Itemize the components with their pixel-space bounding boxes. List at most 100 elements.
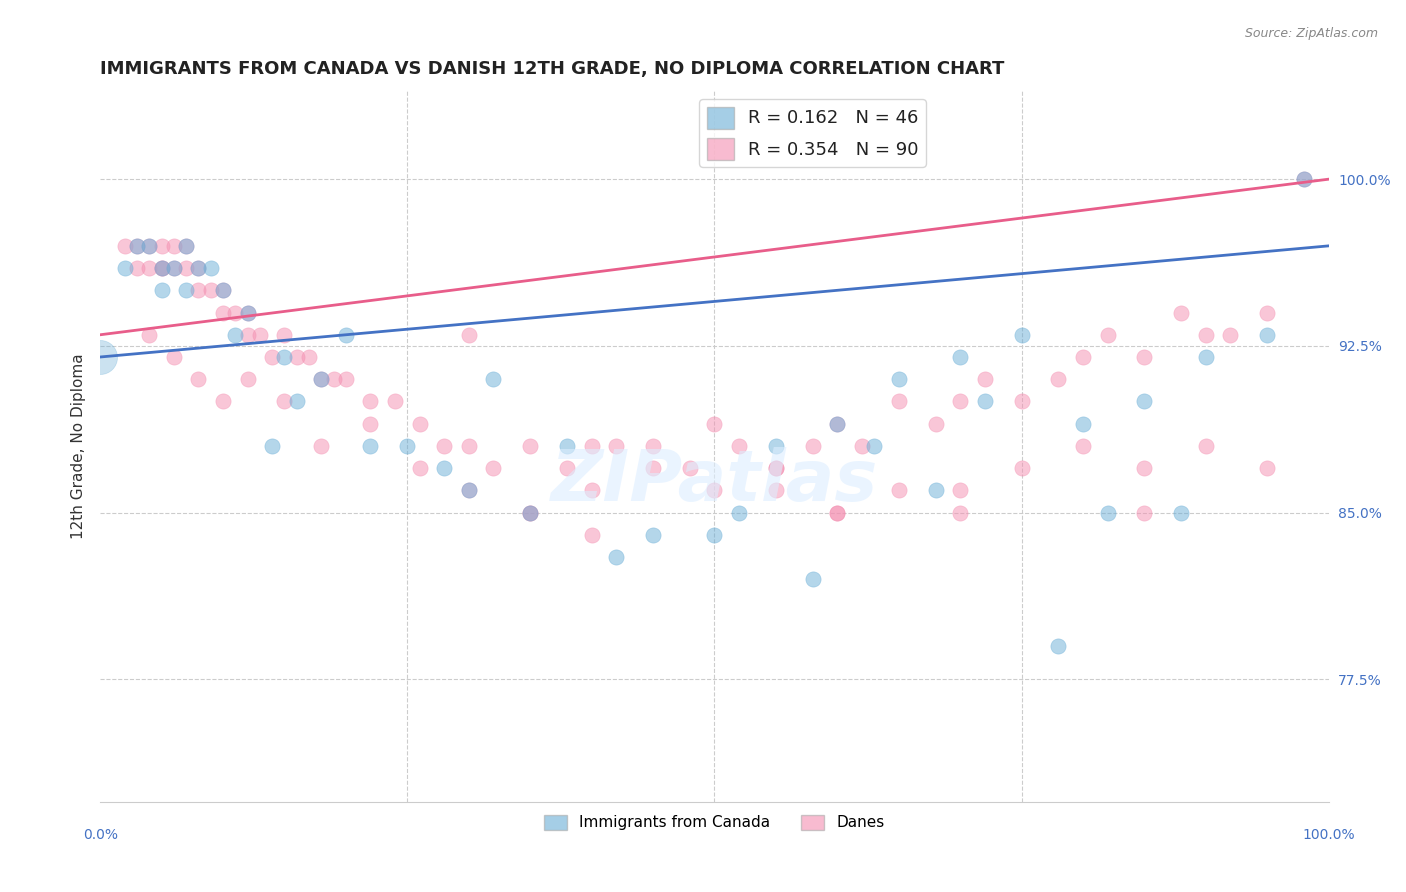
Point bbox=[433, 439, 456, 453]
Point bbox=[163, 350, 186, 364]
Point bbox=[322, 372, 344, 386]
Point bbox=[825, 506, 848, 520]
Point bbox=[519, 506, 541, 520]
Point bbox=[359, 417, 381, 431]
Point bbox=[1256, 305, 1278, 319]
Point bbox=[1256, 327, 1278, 342]
Point bbox=[555, 439, 578, 453]
Point bbox=[1071, 350, 1094, 364]
Point bbox=[887, 483, 910, 498]
Point bbox=[298, 350, 321, 364]
Point bbox=[1071, 417, 1094, 431]
Point bbox=[273, 350, 295, 364]
Point bbox=[457, 327, 479, 342]
Point bbox=[224, 327, 246, 342]
Point bbox=[249, 327, 271, 342]
Point bbox=[114, 239, 136, 253]
Point bbox=[1195, 350, 1218, 364]
Point bbox=[728, 506, 751, 520]
Point bbox=[273, 327, 295, 342]
Point bbox=[262, 350, 284, 364]
Point bbox=[679, 461, 702, 475]
Text: 0.0%: 0.0% bbox=[83, 829, 118, 842]
Point bbox=[125, 261, 148, 276]
Point bbox=[433, 461, 456, 475]
Point bbox=[150, 261, 173, 276]
Point bbox=[1294, 172, 1316, 186]
Point bbox=[765, 439, 787, 453]
Point bbox=[187, 261, 209, 276]
Legend: Immigrants from Canada, Danes: Immigrants from Canada, Danes bbox=[538, 808, 890, 837]
Point bbox=[224, 305, 246, 319]
Point bbox=[138, 239, 160, 253]
Point bbox=[89, 350, 111, 364]
Point bbox=[200, 283, 222, 297]
Point bbox=[335, 372, 357, 386]
Point bbox=[1011, 394, 1033, 409]
Point bbox=[949, 394, 972, 409]
Point bbox=[973, 394, 995, 409]
Point bbox=[519, 439, 541, 453]
Point bbox=[212, 394, 235, 409]
Point bbox=[973, 372, 995, 386]
Point bbox=[949, 506, 972, 520]
Point bbox=[359, 439, 381, 453]
Point bbox=[519, 506, 541, 520]
Point bbox=[641, 461, 664, 475]
Point bbox=[138, 239, 160, 253]
Point bbox=[408, 461, 430, 475]
Point bbox=[163, 261, 186, 276]
Point bbox=[1219, 327, 1241, 342]
Point bbox=[887, 394, 910, 409]
Point bbox=[212, 305, 235, 319]
Point bbox=[482, 461, 505, 475]
Point bbox=[335, 327, 357, 342]
Point bbox=[1097, 327, 1119, 342]
Point bbox=[273, 394, 295, 409]
Point bbox=[1133, 394, 1156, 409]
Point bbox=[138, 327, 160, 342]
Point bbox=[703, 483, 725, 498]
Point bbox=[1133, 506, 1156, 520]
Point bbox=[114, 261, 136, 276]
Point bbox=[309, 439, 332, 453]
Point bbox=[285, 350, 308, 364]
Point bbox=[887, 372, 910, 386]
Text: IMMIGRANTS FROM CANADA VS DANISH 12TH GRADE, NO DIPLOMA CORRELATION CHART: IMMIGRANTS FROM CANADA VS DANISH 12TH GR… bbox=[100, 60, 1004, 78]
Point bbox=[581, 439, 603, 453]
Point bbox=[236, 327, 259, 342]
Point bbox=[949, 483, 972, 498]
Point bbox=[457, 483, 479, 498]
Point bbox=[150, 261, 173, 276]
Text: Source: ZipAtlas.com: Source: ZipAtlas.com bbox=[1244, 27, 1378, 40]
Point bbox=[801, 439, 824, 453]
Point bbox=[482, 372, 505, 386]
Point bbox=[262, 439, 284, 453]
Y-axis label: 12th Grade, No Diploma: 12th Grade, No Diploma bbox=[72, 353, 86, 539]
Point bbox=[765, 483, 787, 498]
Point bbox=[174, 261, 197, 276]
Point bbox=[605, 439, 627, 453]
Point bbox=[396, 439, 419, 453]
Point bbox=[174, 283, 197, 297]
Point bbox=[187, 372, 209, 386]
Point bbox=[1047, 639, 1070, 653]
Point bbox=[1170, 506, 1192, 520]
Point bbox=[765, 461, 787, 475]
Point bbox=[309, 372, 332, 386]
Point bbox=[1133, 461, 1156, 475]
Point bbox=[212, 283, 235, 297]
Point bbox=[200, 261, 222, 276]
Point bbox=[1071, 439, 1094, 453]
Point bbox=[581, 483, 603, 498]
Point bbox=[408, 417, 430, 431]
Point bbox=[187, 283, 209, 297]
Point bbox=[641, 439, 664, 453]
Point bbox=[457, 439, 479, 453]
Point bbox=[309, 372, 332, 386]
Point bbox=[163, 239, 186, 253]
Point bbox=[1256, 461, 1278, 475]
Point bbox=[359, 394, 381, 409]
Point bbox=[125, 239, 148, 253]
Point bbox=[125, 239, 148, 253]
